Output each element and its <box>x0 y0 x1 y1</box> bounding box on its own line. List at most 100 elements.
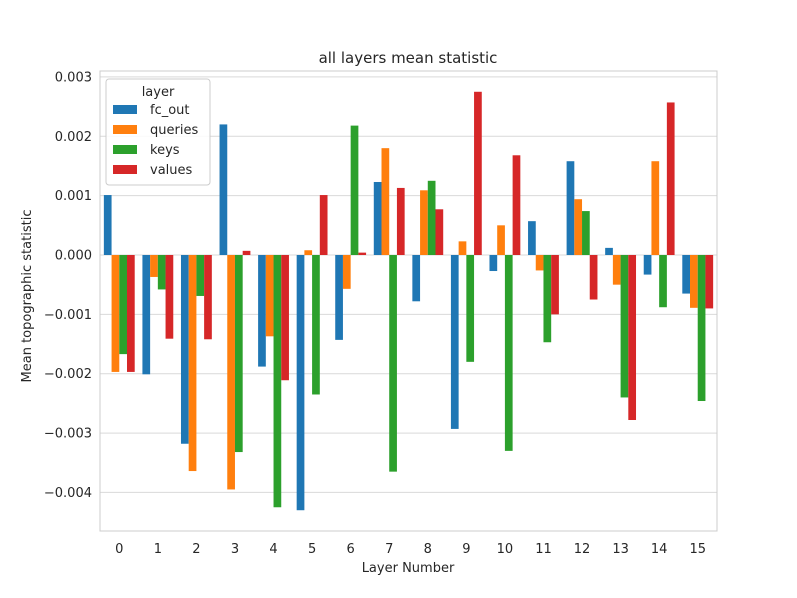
bar-fc_out-8 <box>412 255 421 302</box>
bar-fc_out-15 <box>682 255 691 294</box>
x-tick-label: 7 <box>385 542 393 557</box>
bar-fc_out-12 <box>566 161 575 255</box>
bar-keys-15 <box>697 255 706 402</box>
bar-keys-14 <box>659 255 667 308</box>
legend-swatch-fc_out <box>113 105 137 114</box>
legend-swatch-values <box>113 165 137 174</box>
bar-values-14 <box>666 102 675 255</box>
x-tick-label: 8 <box>424 542 432 557</box>
bars <box>103 91 714 511</box>
bar-fc_out-3 <box>219 124 228 255</box>
y-tick-label: −0.001 <box>44 308 92 323</box>
x-tick-label: 2 <box>192 542 200 557</box>
bar-values-6 <box>358 252 367 255</box>
legend-label-values: values <box>150 163 193 178</box>
x-tick-label: 5 <box>308 542 316 557</box>
x-tick-labels: 0 1 2 3 4 5 6 7 8 9 10 11 12 13 14 15 <box>115 542 706 557</box>
bar-values-9 <box>474 91 482 255</box>
bar-values-3 <box>242 250 251 255</box>
bar-queries-9 <box>458 241 467 255</box>
bar-queries-1 <box>150 255 158 277</box>
x-tick-label: 3 <box>231 542 239 557</box>
bar-keys-5 <box>312 255 320 395</box>
bar-values-1 <box>165 255 174 339</box>
plot-frame <box>99 70 718 532</box>
y-tick-label: −0.003 <box>44 427 92 442</box>
legend-title: layer <box>142 85 175 100</box>
bar-queries-12 <box>574 199 583 255</box>
bar-keys-9 <box>466 255 475 362</box>
bar-fc_out-13 <box>605 247 613 255</box>
bar-values-2 <box>204 255 212 340</box>
y-axis-label: Mean topographic statistic <box>20 210 35 383</box>
bar-keys-7 <box>389 255 397 472</box>
bar-queries-2 <box>188 255 197 472</box>
bar-queries-14 <box>651 161 660 255</box>
bar-queries-4 <box>265 255 274 337</box>
bar-values-0 <box>126 255 135 372</box>
bar-fc_out-7 <box>373 181 382 255</box>
legend-label-queries: queries <box>150 123 198 138</box>
x-axis-label: Layer Number <box>362 561 455 576</box>
bar-queries-5 <box>304 250 313 255</box>
bar-keys-6 <box>350 125 359 256</box>
bar-fc_out-14 <box>643 255 652 275</box>
bar-values-5 <box>319 195 328 255</box>
x-tick-label: 13 <box>612 542 629 557</box>
x-tick-label: 0 <box>115 542 123 557</box>
bar-queries-6 <box>342 255 351 289</box>
bar-keys-11 <box>543 255 552 343</box>
bar-values-4 <box>281 255 289 381</box>
bar-queries-11 <box>535 255 544 271</box>
y-tick-label: −0.004 <box>44 486 92 501</box>
bar-fc_out-11 <box>528 221 536 255</box>
bar-values-15 <box>705 255 714 309</box>
bar-fc_out-1 <box>142 255 151 375</box>
bar-fc_out-0 <box>103 195 112 255</box>
bar-queries-7 <box>381 148 390 255</box>
bar-fc_out-4 <box>258 255 266 367</box>
x-tick-label: 6 <box>347 542 355 557</box>
x-tick-label: 12 <box>574 542 591 557</box>
bar-values-8 <box>435 209 444 255</box>
bar-values-13 <box>628 255 637 421</box>
y-tick-label: 0.001 <box>55 189 92 204</box>
x-tick-label: 15 <box>689 542 706 557</box>
legend-label-fc_out: fc_out <box>150 103 190 118</box>
bar-queries-10 <box>497 225 505 255</box>
y-tick-label: 0.000 <box>55 249 92 264</box>
bar-keys-10 <box>504 255 513 451</box>
bar-values-11 <box>551 255 559 315</box>
x-tick-label: 10 <box>497 542 514 557</box>
bar-fc_out-2 <box>180 255 189 444</box>
bar-keys-12 <box>582 211 590 255</box>
bar-queries-3 <box>227 255 235 490</box>
bar-queries-0 <box>111 255 120 372</box>
y-tick-label: −0.002 <box>44 367 92 382</box>
chart-title: all layers mean statistic <box>319 49 498 67</box>
bar-keys-3 <box>234 255 243 453</box>
x-tick-label: 11 <box>535 542 552 557</box>
bar-keys-4 <box>273 255 282 508</box>
legend-swatch-queries <box>113 125 137 134</box>
bar-keys-2 <box>196 255 205 296</box>
bar-fc_out-9 <box>450 255 459 429</box>
y-tick-labels: 0.003 0.002 0.001 0.000 −0.001 −0.002 −0.003 −0… <box>44 70 92 500</box>
bar-values-12 <box>589 255 598 300</box>
bar-queries-13 <box>612 255 621 285</box>
y-tick-label: 0.002 <box>55 130 92 145</box>
bar-values-10 <box>512 155 521 255</box>
y-tick-label: 0.003 <box>55 70 92 85</box>
bar-keys-0 <box>119 255 127 355</box>
bar-values-7 <box>396 187 405 255</box>
x-tick-label: 9 <box>462 542 470 557</box>
x-tick-label: 14 <box>651 542 668 557</box>
bar-keys-1 <box>157 255 166 290</box>
bar-fc_out-10 <box>489 255 498 272</box>
x-tick-label: 1 <box>154 542 162 557</box>
bar-fc_out-6 <box>335 255 343 340</box>
bar-keys-13 <box>620 255 629 398</box>
bar-queries-8 <box>420 190 428 255</box>
